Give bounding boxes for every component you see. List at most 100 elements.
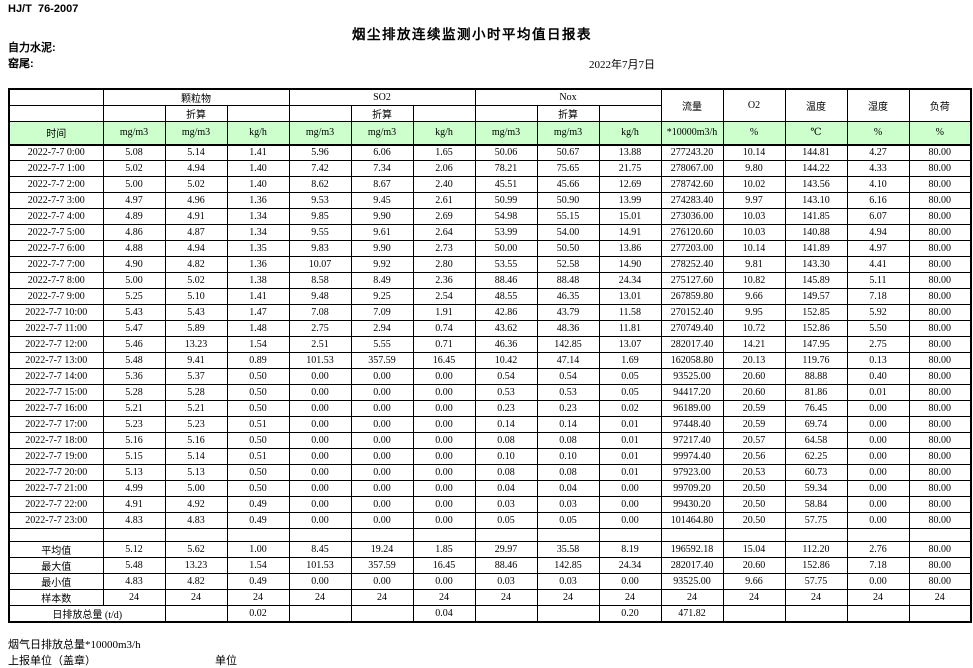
value-cell: 0.01 [598,416,662,433]
value-cell: 0.00 [412,480,476,497]
value-cell: 5.16 [102,432,166,449]
empty-cell [226,528,290,542]
value-cell: 24 [288,589,352,606]
blank-cell [288,105,352,122]
value-cell: 99974.40 [660,448,724,465]
value-cell: 10.72 [722,320,786,337]
report-table: 颗粒物 SO2 Nox 流量 O2 温度 湿度 负荷 折算 折算 折算 时间 m… [8,88,972,623]
value-cell: 53.99 [474,224,538,241]
empty-cell [722,528,786,542]
value-cell: 282017.40 [660,557,724,574]
value-cell: 14.90 [598,256,662,273]
value-cell: 4.90 [102,256,166,273]
value-cell: 80.00 [908,256,972,273]
value-cell [536,605,600,623]
value-cell: 4.87 [164,224,228,241]
value-cell: 0.03 [474,496,538,513]
value-cell: 277243.20 [660,144,724,161]
value-cell: 357.59 [350,352,414,369]
value-cell: 0.00 [412,448,476,465]
value-cell: 0.00 [846,448,910,465]
empty-cell [598,528,662,542]
empty-cell [536,528,600,542]
value-cell: 35.58 [536,541,600,558]
value-cell: 21.75 [598,160,662,177]
time-cell: 2022-7-7 2:00 [8,176,104,193]
group-so2: SO2 [288,88,476,106]
value-cell: 0.05 [598,384,662,401]
value-cell: 0.00 [350,496,414,513]
value-cell: 0.00 [846,480,910,497]
value-cell: 9.81 [722,256,786,273]
time-cell: 2022-7-7 19:00 [8,448,104,465]
value-cell: 5.00 [102,272,166,289]
value-cell: 0.00 [288,512,352,529]
value-cell: 2.64 [412,224,476,241]
value-cell: 4.88 [102,240,166,257]
time-cell: 2022-7-7 17:00 [8,416,104,433]
unit-cell: *10000m3/h [660,121,724,146]
value-cell: 0.10 [536,448,600,465]
value-cell [164,605,228,623]
location-label: 窑尾: [8,58,34,70]
value-cell: 9.61 [350,224,414,241]
unit-cell: kg/h [412,121,476,146]
table-row: 2022-7-7 21:00 4.99 5.00 0.50 0.00 0.00 0.00 0.… [8,480,972,497]
value-cell: 0.49 [226,496,290,513]
value-cell: 88.88 [784,368,848,385]
value-cell: 13.01 [598,288,662,305]
value-cell: 5.13 [164,464,228,481]
value-cell: 0.00 [288,573,352,590]
empty-cell [784,528,848,542]
summary-label: 最大值 [8,557,104,574]
value-cell: 13.99 [598,192,662,209]
value-cell: 8.19 [598,541,662,558]
value-cell: 4.97 [846,240,910,257]
value-cell: 119.76 [784,352,848,369]
value-cell: 0.00 [350,400,414,417]
value-cell: 0.03 [536,573,600,590]
value-cell: 24.34 [598,557,662,574]
value-cell: 4.91 [102,496,166,513]
value-cell: 0.00 [350,573,414,590]
value-cell: 9.90 [350,240,414,257]
value-cell: 48.36 [536,320,600,337]
value-cell: 57.75 [784,512,848,529]
value-cell: 275127.60 [660,272,724,289]
value-cell: 75.65 [536,160,600,177]
unit-cell: mg/m3 [102,121,166,146]
value-cell: 20.60 [722,557,786,574]
value-cell: 0.74 [412,320,476,337]
value-cell: 145.89 [784,272,848,289]
value-cell: 9.48 [288,288,352,305]
value-cell: 282017.40 [660,336,724,353]
table-row: 2022-7-7 14:00 5.36 5.37 0.50 0.00 0.00 0.00 0.… [8,368,972,385]
value-cell: 80.00 [908,304,972,321]
table-row: 2022-7-7 3:00 4.97 4.96 1.36 9.53 9.45 2.61 50.… [8,192,972,209]
blank-cell [474,105,538,122]
value-cell: 5.55 [350,336,414,353]
value-cell: 24 [846,589,910,606]
value-cell: 0.53 [536,384,600,401]
value-cell: 1.85 [412,541,476,558]
table-row: 2022-7-7 13:00 5.48 9.41 0.89 101.53 357.59 16… [8,352,972,369]
value-cell: 5.16 [164,432,228,449]
value-cell: 140.88 [784,224,848,241]
value-cell: 357.59 [350,557,414,574]
value-cell: 147.95 [784,336,848,353]
value-cell: 4.83 [164,512,228,529]
value-cell: 50.00 [474,240,538,257]
value-cell: 1.34 [226,208,290,225]
table-row: 2022-7-7 16:00 5.21 5.21 0.50 0.00 0.00 0.00 0.… [8,400,972,417]
value-cell: 0.00 [598,496,662,513]
table-row: 2022-7-7 15:00 5.28 5.28 0.50 0.00 0.00 0.00 0.… [8,384,972,401]
blank-cell [102,105,166,122]
value-cell: 0.00 [846,573,910,590]
value-cell: 1.35 [226,240,290,257]
value-cell: 5.14 [164,448,228,465]
value-cell: 101.53 [288,352,352,369]
report-table-body: 2022-7-7 0:00 5.08 5.14 1.41 5.96 6.06 1.65 50.… [8,144,972,623]
value-cell: 152.85 [784,304,848,321]
value-cell: 11.58 [598,304,662,321]
value-cell: 2.40 [412,176,476,193]
